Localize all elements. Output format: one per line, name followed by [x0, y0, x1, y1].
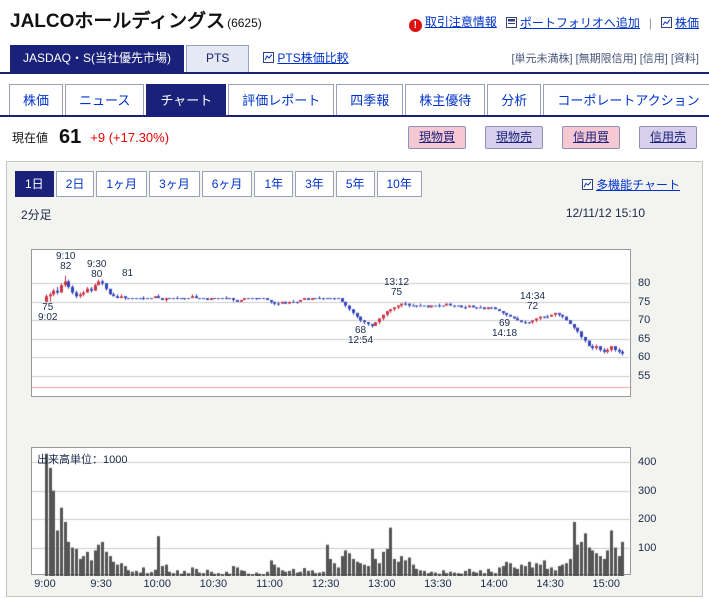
market-tab-pts[interactable]: PTS: [186, 45, 250, 72]
price-icon: [660, 17, 672, 28]
pts-compare-icon: [263, 52, 275, 63]
time-axis-label: 15:00: [592, 578, 621, 590]
chart-header: 2分足 12/11/12 15:10: [21, 206, 645, 223]
price-change: +9 (+17.30%): [90, 130, 170, 145]
price-axis-label: 65: [638, 332, 651, 345]
volume-axis-label: 200: [638, 513, 657, 526]
price-axis-label: 80: [638, 277, 651, 290]
volume-axis-label: 100: [638, 541, 657, 554]
volume-axis-label: 300: [638, 484, 657, 497]
volume-plot: 出来高単位：1000 400 300 200 100: [31, 447, 656, 576]
tab-shareholder-benefits[interactable]: 株主優待: [405, 84, 486, 115]
multi-function-chart-link[interactable]: 多機能チャート: [582, 176, 680, 193]
period-tab-1day[interactable]: 1日: [15, 171, 54, 197]
price-axis-label: 75: [638, 295, 651, 308]
period-tab-1month[interactable]: 1ヶ月: [96, 171, 148, 197]
period-tab-2day[interactable]: 2日: [55, 171, 95, 197]
period-tab-row: 1日 2日 1ヶ月 3ヶ月 6ヶ月 1年 3年 5年 10年 多機能チャート: [7, 168, 702, 206]
tab-corporate-action[interactable]: コーポレートアクション: [543, 84, 709, 115]
flag-odd-lot[interactable]: [単元未満株]: [511, 53, 573, 65]
time-axis-label: 9:30: [90, 578, 112, 590]
tab-analysis[interactable]: 分析: [487, 84, 542, 115]
stock-price-link[interactable]: 株価: [660, 14, 699, 31]
time-axis-label: 10:30: [199, 578, 228, 590]
price-plot: 80 75 70 65 60 55 9:10 82 9:30 80 81 75 9:02 13:12…: [31, 249, 650, 398]
time-axis-label: 10:00: [143, 578, 172, 590]
stock-name: JALCOホールディングス: [10, 11, 226, 32]
period-tab-6month[interactable]: 6ヶ月: [201, 171, 253, 197]
stock-ticker: (6625): [227, 16, 262, 30]
page-title: JALCOホールディングス (6625): [10, 8, 262, 37]
tab-news[interactable]: ニュース: [65, 84, 145, 115]
link-separator: |: [648, 15, 652, 30]
chart-annotation: 9:10 82: [56, 251, 76, 272]
chart-annotation: 14:34 72: [520, 291, 546, 312]
time-axis-label: 14:30: [536, 578, 564, 590]
x-axis: 9:00 9:30 10:00 10:30 11:00 12:30 13:00 13:30 14…: [31, 578, 631, 594]
chart-annotation: 81: [122, 268, 134, 279]
period-tab-5year[interactable]: 5年: [335, 171, 375, 197]
chart-annotation: 13:12 75: [384, 277, 410, 298]
pts-compare-link[interactable]: PTS株価比較: [263, 49, 349, 72]
page-header: JALCOホールディングス (6625) ! 取引注意情報 ポートフォリオへ追加 |…: [0, 0, 709, 37]
chart-annotation: 9:30 80: [87, 259, 107, 280]
flag-margin[interactable]: [信用]: [639, 53, 668, 65]
period-tab-1year[interactable]: 1年: [254, 171, 294, 197]
quote-row: 現在値 61 +9 (+17.30%) 現物買 現物売 信用買 信用売: [0, 117, 709, 159]
volume-unit-label: 出来高単位：1000: [37, 454, 128, 466]
period-tab-3year[interactable]: 3年: [295, 171, 334, 197]
price-chart-canvas: [32, 250, 632, 398]
cash-buy-button[interactable]: 現物買: [408, 126, 466, 149]
chart-annotation: 75 9:02: [38, 302, 58, 323]
chart-annotation: 69 14:18: [492, 318, 518, 339]
market-tab-row: JASDAQ・S(当社優先市場) PTS PTS株価比較 [単元未満株] [無期…: [0, 45, 709, 74]
period-tab-3month[interactable]: 3ヶ月: [149, 171, 200, 197]
alert-icon: !: [408, 19, 422, 32]
order-buttons: 現物買 現物売 信用買 信用売: [408, 126, 697, 149]
flag-badges: [単元未満株] [無期限信用] [信用] [資料]: [512, 50, 700, 72]
price-axis-label: 60: [638, 351, 651, 364]
volume-chart-canvas: [32, 448, 632, 576]
time-axis-label: 9:00: [34, 578, 56, 590]
flag-unlimited-margin[interactable]: [無期限信用]: [575, 53, 637, 65]
chart-annotation: 68 12:54: [348, 325, 374, 346]
chart-interval-label: 2分足: [21, 208, 52, 222]
add-portfolio-link[interactable]: ポートフォリオへ追加: [505, 14, 640, 31]
period-tab-10year[interactable]: 10年: [376, 171, 422, 197]
tab-stock-price[interactable]: 株価: [9, 84, 64, 115]
trading-alert-link[interactable]: ! 取引注意情報: [408, 13, 497, 32]
top-links: ! 取引注意情報 ポートフォリオへ追加 | 株価: [408, 8, 699, 32]
main-nav-tabs: 株価 ニュース チャート 評価レポート 四季報 株主優待 分析 コーポレートアク…: [0, 84, 709, 117]
chart-timestamp: 12/11/12 15:10: [565, 206, 645, 220]
portfolio-icon: [505, 17, 517, 28]
price-axis-label: 70: [638, 314, 651, 327]
chart-section: 1日 2日 1ヶ月 3ヶ月 6ヶ月 1年 3年 5年 10年 多機能チャート 2…: [6, 161, 703, 597]
time-axis-label: 13:00: [368, 578, 396, 590]
price-axis-label: 55: [638, 369, 651, 382]
time-axis-label: 12:30: [311, 578, 340, 590]
tab-shikiho[interactable]: 四季報: [336, 84, 404, 115]
current-price-label: 現在値: [12, 131, 49, 145]
chart-panel: 2分足 12/11/12 15:10 80 75 70 65 60 55 9:10 82 9:…: [21, 206, 702, 594]
time-axis-label: 13:30: [424, 578, 452, 590]
time-axis-label: 14:00: [480, 578, 508, 590]
tab-rating-report[interactable]: 評価レポート: [228, 84, 335, 115]
cash-sell-button[interactable]: 現物売: [485, 126, 543, 149]
tab-chart[interactable]: チャート: [146, 84, 227, 115]
flag-materials[interactable]: [資料]: [670, 53, 699, 65]
margin-sell-button[interactable]: 信用売: [639, 126, 697, 149]
time-axis-label: 11:00: [256, 578, 283, 590]
margin-buy-button[interactable]: 信用買: [562, 126, 620, 149]
volume-axis-label: 400: [638, 456, 657, 469]
current-price-value: 61: [59, 126, 82, 148]
market-tab-jasdaq[interactable]: JASDAQ・S(当社優先市場): [10, 45, 185, 72]
multi-chart-icon: [582, 178, 594, 190]
